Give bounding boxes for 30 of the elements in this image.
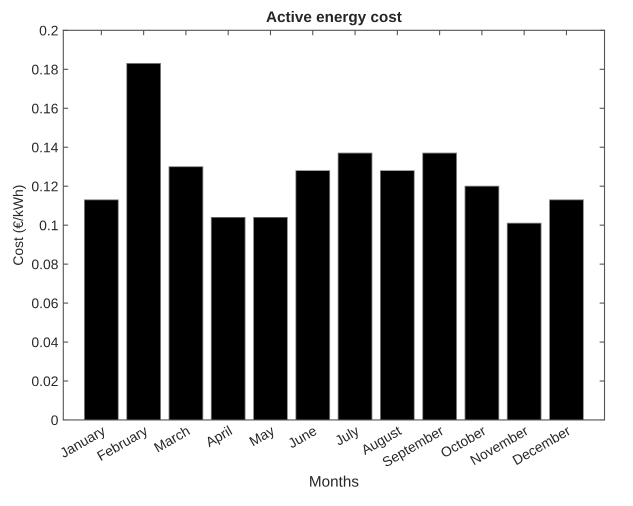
bar [295, 170, 330, 420]
y-tick-label: 0.06 [32, 298, 58, 308]
x-tick-label: April [204, 425, 234, 450]
chart-title: Active energy cost [266, 10, 402, 26]
bar [464, 186, 500, 420]
bar [253, 216, 288, 420]
bar [126, 63, 161, 420]
x-tick-label: July [334, 424, 362, 448]
y-axis-title: Cost (€/kWh) [12, 186, 26, 265]
x-tick-label: May [249, 425, 277, 449]
y-tick-label: 0.18 [32, 64, 58, 74]
y-tick-label: 0.08 [32, 259, 58, 270]
y-tick-label: 0.1 [40, 220, 58, 230]
x-axis-title: Months [310, 476, 358, 487]
y-tick-label: 0.12 [32, 182, 58, 192]
bar [380, 170, 415, 420]
y-tick-label: 0.16 [32, 104, 58, 114]
bar [338, 152, 372, 420]
y-tick-label: 0 [51, 415, 58, 426]
bar [506, 222, 542, 420]
bar [549, 199, 584, 420]
bar [422, 152, 457, 420]
y-tick-label: 0.14 [32, 142, 58, 152]
x-tick-label: June [287, 426, 318, 449]
bar [84, 199, 119, 420]
y-tick-label: 0.2 [40, 26, 58, 36]
y-tick-label: 0.04 [32, 337, 58, 348]
bar [168, 166, 204, 420]
y-tick-label: 0.02 [32, 376, 58, 386]
bar [210, 216, 246, 420]
